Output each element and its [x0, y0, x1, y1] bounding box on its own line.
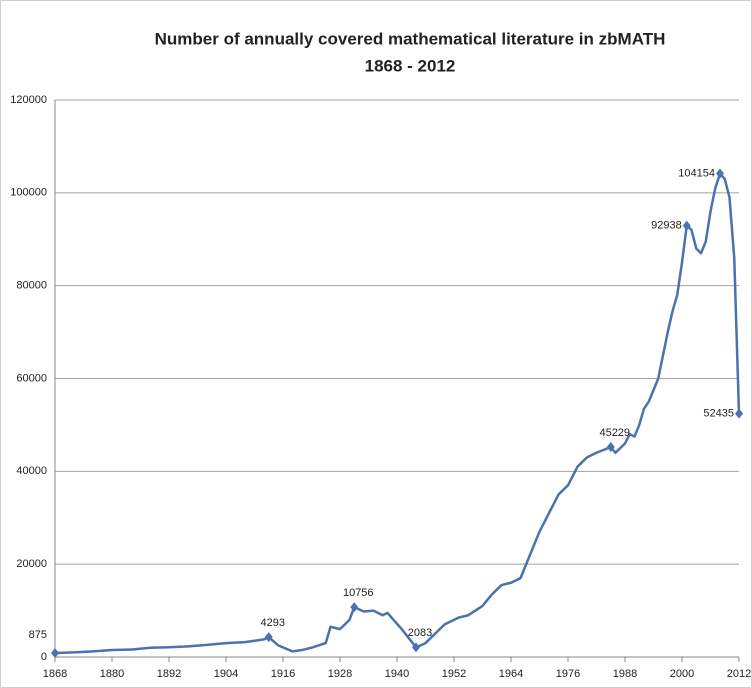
x-tick-label: 1940: [385, 668, 409, 680]
x-tick-label: 1988: [613, 668, 637, 680]
y-tick-label: 40000: [16, 465, 47, 477]
x-tick-label: 1880: [100, 668, 124, 680]
x-tick-label: 1916: [271, 668, 295, 680]
y-tick-label: 100000: [10, 187, 47, 199]
chart-title: Number of annually covered mathematical …: [155, 29, 666, 48]
y-tick-label: 20000: [16, 558, 47, 570]
x-tick-label: 1964: [499, 668, 523, 680]
x-tick-label: 1892: [157, 668, 181, 680]
data-label: 4293: [261, 617, 285, 629]
y-tick-label: 80000: [16, 280, 47, 292]
data-marker: [51, 647, 59, 658]
x-tick-label: 1976: [556, 668, 580, 680]
data-marker: [735, 408, 743, 419]
data-label: 45229: [599, 427, 630, 439]
data-marker: [606, 442, 615, 453]
data-marker: [412, 642, 420, 653]
data-label: 104154: [678, 167, 715, 179]
y-tick-label: 120000: [10, 94, 47, 106]
x-tick-label: 2000: [670, 668, 694, 680]
data-label: 2083: [408, 627, 432, 639]
data-label: 10756: [343, 587, 374, 599]
y-tick-label: 60000: [16, 372, 47, 384]
x-tick-label: 2012: [727, 668, 751, 680]
data-label: 875: [29, 629, 47, 641]
x-tick-label: 1952: [442, 668, 466, 680]
data-label: 52435: [703, 408, 734, 420]
data-marker: [716, 168, 724, 179]
data-marker: [264, 632, 273, 643]
x-tick-label: 1928: [328, 668, 352, 680]
x-tick-label: 1868: [43, 668, 67, 680]
data-marker: [350, 602, 359, 613]
data-marker: [682, 220, 691, 231]
data-label: 92938: [651, 220, 682, 232]
y-tick-label: 0: [41, 651, 47, 663]
chart-subtitle: 1868 - 2012: [365, 56, 456, 75]
x-tick-label: 1904: [214, 668, 238, 680]
